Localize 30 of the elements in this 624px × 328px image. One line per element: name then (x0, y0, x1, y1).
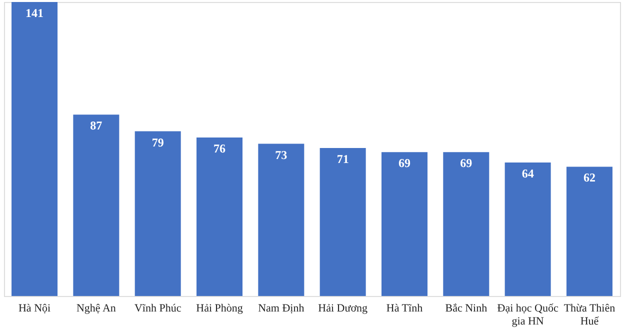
bar (504, 162, 551, 296)
x-tick-label: Hải Dương (318, 302, 368, 314)
bar (443, 152, 490, 296)
bar (134, 131, 181, 296)
data-label: 79 (152, 135, 164, 150)
bar (320, 148, 366, 296)
data-label: 64 (522, 166, 534, 181)
bar (258, 144, 304, 296)
data-label: 71 (336, 152, 349, 166)
data-label: 76 (214, 142, 226, 156)
data-label: 87 (90, 118, 102, 133)
x-tick-label: Bắc Ninh (445, 302, 488, 314)
x-tick-label: Hải Phòng (196, 302, 244, 314)
data-label: 69 (460, 156, 472, 170)
data-label: 73 (275, 148, 288, 162)
data-label: 69 (398, 156, 410, 170)
x-tick-label: Nam Định (258, 302, 305, 314)
x-tick-label: Vĩnh Phúc (134, 302, 182, 314)
x-tick-label: Hà Tĩnh (386, 302, 424, 314)
x-tick-label: Hà Nội (18, 302, 51, 314)
bar (12, 2, 58, 296)
x-tick-label: Nghệ An (76, 302, 116, 314)
x-tick-label: Thừa Thiên Huế (564, 302, 616, 328)
bar (381, 152, 428, 296)
bar (73, 114, 120, 296)
data-label: 141 (26, 6, 44, 20)
bar (566, 166, 612, 296)
x-tick-label: Đại học Quốc gia HN (497, 302, 558, 328)
bar (196, 138, 243, 296)
data-label: 62 (583, 170, 596, 185)
